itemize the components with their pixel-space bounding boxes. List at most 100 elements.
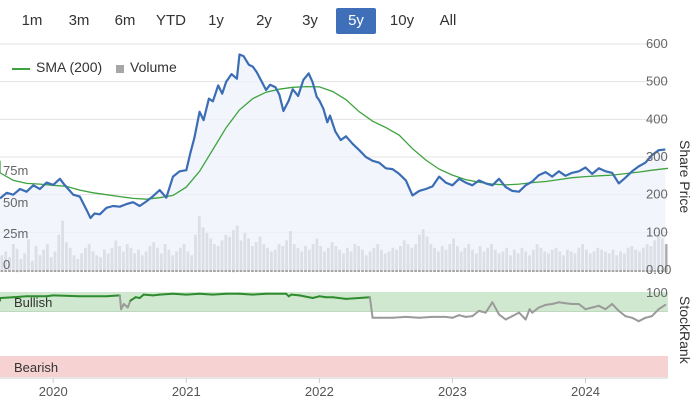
legend-sma-label: SMA (200) (36, 59, 103, 76)
stockrank-line (52, 294, 81, 298)
stockrank-line (464, 315, 474, 318)
bullish-band-border (0, 311, 668, 312)
stockrank-line (551, 301, 560, 305)
stockrank-line (651, 308, 660, 318)
range-button-2y[interactable]: 2y (256, 12, 272, 29)
stockrank-line (172, 292, 188, 296)
stockrank-line (511, 311, 520, 318)
stockrank-line (358, 296, 371, 299)
stockrank-line (657, 303, 667, 311)
stockrank-line (504, 315, 514, 321)
volume-tick-label: 25m (3, 226, 28, 241)
bullish-label: Bullish (14, 295, 52, 310)
price-line (0, 53, 666, 220)
legend-sma[interactable]: SMA (200) (12, 59, 102, 75)
sma-line (0, 85, 669, 200)
stockrank-line (524, 308, 531, 321)
range-button-ytd[interactable]: YTD (156, 12, 186, 29)
legend-volume-label: Volume (130, 59, 177, 76)
stockrank-line (557, 301, 567, 305)
range-button-all[interactable]: All (439, 12, 457, 29)
x-tick-label: 2021 (172, 384, 201, 399)
stockrank-line (404, 315, 421, 319)
range-button-3m[interactable]: 3m (68, 12, 90, 29)
stockrank-line (345, 297, 361, 300)
y-tick-label: 400 (646, 111, 668, 126)
y-tick-label: 600 (646, 36, 668, 51)
stockrank-line (368, 296, 374, 319)
volume-tick-label: 0 (3, 257, 10, 272)
stockrank-line (129, 296, 137, 302)
stockrank-line (564, 302, 574, 305)
stockrank-line (158, 292, 174, 296)
stockrank-line (142, 293, 154, 297)
stockrank-line (584, 306, 594, 311)
y-tick-label: 500 (646, 74, 668, 89)
stockrank-line (391, 315, 407, 319)
stockrank-line (331, 296, 347, 300)
stockrank-line (118, 294, 123, 311)
volume-tick-label: 75m (3, 163, 28, 178)
stockrank-line (617, 309, 627, 318)
stockrank-line (290, 293, 301, 297)
stockrank-line (471, 309, 480, 318)
x-tick-label: 2022 (305, 384, 334, 399)
x-tick-label: 2024 (571, 384, 600, 399)
range-selector: 1m 3m 6m YTD 1y 2y 3y 5y 10y All (0, 0, 700, 40)
y-tick-label: 100 (646, 224, 668, 239)
x-tick-label: 2023 (438, 384, 467, 399)
price-area (0, 54, 666, 270)
stockrank-line (105, 294, 121, 298)
x-tick-label: 2020 (39, 384, 68, 399)
stockrank-line (491, 301, 500, 316)
range-button-5y[interactable]: 5y (336, 8, 376, 34)
sma-line-swatch (12, 67, 30, 70)
stockrank-line (298, 294, 314, 299)
stockrank-line (611, 303, 620, 312)
price-axis-title: Share Price (677, 140, 693, 213)
bearish-band (0, 356, 668, 377)
stockrank-line (126, 299, 132, 309)
stockrank-line (311, 295, 321, 299)
volume-swatch (116, 64, 125, 73)
stockrank-line (498, 313, 507, 321)
range-button-1m[interactable]: 1m (21, 12, 43, 29)
chart-legend: SMA (200) Volume (12, 58, 187, 75)
stockrank-line (537, 303, 547, 309)
range-button-6m[interactable]: 6m (114, 12, 136, 29)
stockrank-line (597, 304, 607, 311)
stockrank-line (451, 314, 461, 319)
stockrank-line (631, 316, 640, 323)
stockrank-line (198, 292, 214, 296)
bearish-label: Bearish (14, 360, 58, 375)
volume-bar (664, 244, 668, 272)
stockrank-line (591, 304, 600, 309)
stockrank-line (152, 293, 161, 297)
stockrank-line (211, 292, 228, 296)
range-button-10y[interactable]: 10y (389, 12, 415, 29)
stockrank-line (0, 296, 15, 299)
stockrank-line (624, 315, 634, 319)
volume-tick-label: 50m (3, 195, 28, 210)
stockrank-line (637, 316, 647, 323)
stockrank-line (518, 311, 527, 321)
range-button-3y[interactable]: 3y (302, 12, 318, 29)
bullish-band (0, 292, 668, 312)
stockrank-line (577, 303, 587, 311)
range-button-1y[interactable]: 1y (208, 12, 224, 29)
stockrank-line (251, 292, 268, 296)
stockrank-line (318, 295, 327, 299)
stockrank-line (544, 303, 554, 306)
legend-volume[interactable]: Volume (116, 59, 177, 75)
stockrank-line (444, 315, 454, 319)
stockrank-line (185, 292, 201, 296)
stockrank-line (484, 301, 494, 314)
stockrank-line (418, 315, 434, 319)
stockrank-line (604, 303, 614, 311)
stockrank-line (531, 306, 540, 314)
stockrank-line (478, 309, 487, 314)
stockrank-line (238, 292, 254, 296)
stockrank-tick-label: 100 (646, 285, 668, 300)
y-tick-label: 200 (646, 187, 668, 202)
stockrank-line (45, 294, 55, 298)
